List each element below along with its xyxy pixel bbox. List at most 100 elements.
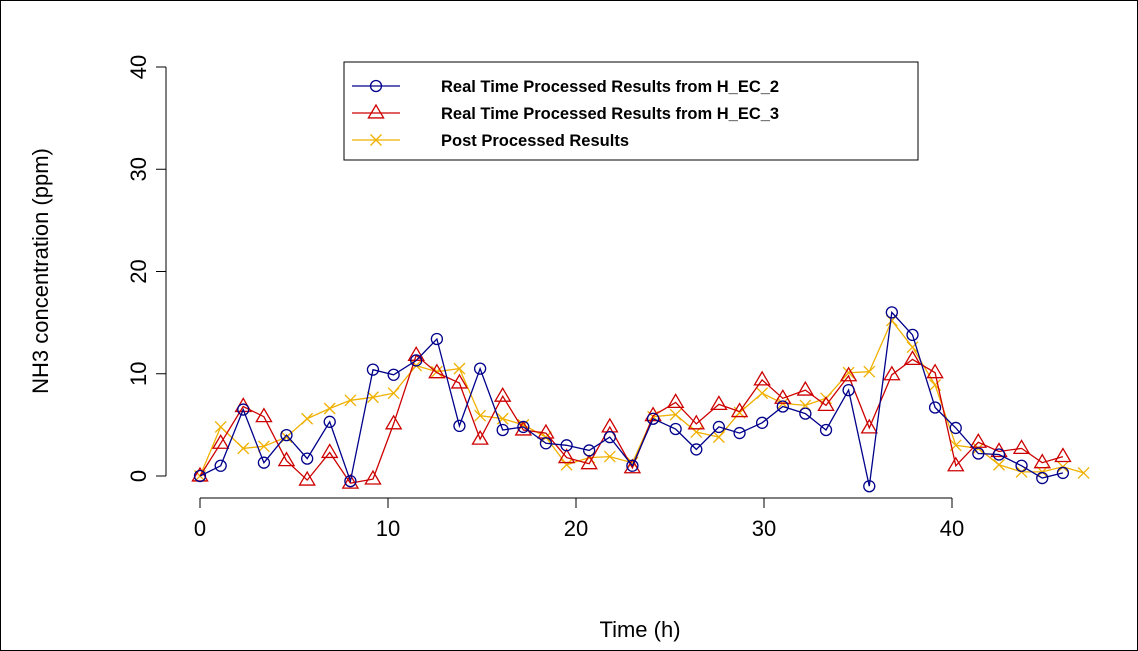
data-point <box>730 402 749 418</box>
data-point <box>387 368 400 381</box>
data-point <box>473 362 487 375</box>
data-point <box>776 400 789 413</box>
data-point <box>733 426 746 440</box>
data-point <box>474 409 487 422</box>
y-tick-label: 10 <box>126 362 151 386</box>
data-point <box>690 443 703 456</box>
x-axis-label: Time (h) <box>599 617 680 642</box>
data-point <box>366 363 380 376</box>
data-point <box>626 459 639 472</box>
data-point <box>237 442 250 455</box>
data-point <box>428 363 446 379</box>
data-point <box>646 412 660 425</box>
data-point <box>669 408 682 421</box>
data-point <box>384 414 403 430</box>
data-point <box>450 373 469 389</box>
data-point <box>817 396 835 412</box>
data-point <box>280 431 293 444</box>
data-point <box>906 341 919 354</box>
series-line <box>199 310 1064 487</box>
y-tick-label: 30 <box>126 157 151 181</box>
data-point <box>214 459 227 472</box>
data-point <box>280 428 293 442</box>
legend-box <box>343 61 919 161</box>
legend-label: Real Time Processed Results from H_EC_2 <box>441 78 779 96</box>
legend-marker <box>369 79 383 93</box>
data-point <box>949 421 962 435</box>
data-point <box>712 431 725 444</box>
data-point <box>430 365 443 378</box>
series-3 <box>194 314 1090 482</box>
legend-marker <box>367 103 385 119</box>
data-point <box>842 383 855 397</box>
data-point <box>860 418 879 434</box>
data-point <box>799 407 812 420</box>
data-point <box>755 416 769 429</box>
data-point <box>842 366 855 379</box>
data-point <box>557 448 576 464</box>
x-tick-label: 30 <box>752 516 776 541</box>
x-tick-label: 20 <box>564 516 588 541</box>
series-1 <box>193 306 1070 493</box>
data-point <box>539 437 553 450</box>
y-tick-label: 40 <box>126 55 151 79</box>
data-point <box>1077 466 1090 479</box>
data-point <box>926 363 944 379</box>
data-point <box>211 433 230 449</box>
data-point <box>410 354 423 367</box>
data-point <box>1015 459 1028 472</box>
data-point <box>1056 466 1070 480</box>
data-point <box>947 456 965 472</box>
data-point <box>323 415 336 428</box>
data-point <box>969 432 988 448</box>
data-point <box>863 480 876 493</box>
x-tick-label: 10 <box>376 516 400 541</box>
data-point <box>301 452 314 465</box>
legend-entry: Real Time Processed Results from H_EC_2 <box>352 78 779 96</box>
data-point <box>885 306 898 319</box>
data-point <box>493 386 512 402</box>
legend-marker <box>370 134 382 146</box>
data-point <box>863 365 876 378</box>
y-axis-label: NH3 concentration (ppm) <box>28 148 53 394</box>
legend-entry: Post Processed Results <box>352 132 629 150</box>
x-tick-label: 40 <box>940 516 964 541</box>
data-point <box>471 429 489 445</box>
data-point <box>453 419 466 433</box>
data-point <box>992 448 1006 461</box>
data-point <box>344 474 357 488</box>
data-point <box>819 423 833 437</box>
data-point <box>517 420 530 434</box>
data-point <box>257 440 270 453</box>
data-point <box>666 393 685 408</box>
legend: Real Time Processed Results from H_EC_2 R… <box>343 61 919 161</box>
y-tick-label: 0 <box>126 470 151 482</box>
data-point <box>387 387 400 400</box>
series-layer <box>191 306 1090 493</box>
data-point <box>364 469 382 485</box>
data-point <box>972 447 985 460</box>
series-2 <box>191 346 1072 489</box>
data-point <box>1033 453 1051 469</box>
data-point <box>883 365 901 381</box>
axes: 0 10 20 30 40 0 10 20 30 40 <box>126 55 964 541</box>
data-point <box>1012 439 1031 455</box>
x-tick-label: 0 <box>194 516 206 541</box>
data-point <box>367 391 379 404</box>
data-point <box>753 370 771 386</box>
data-point <box>906 328 919 342</box>
data-point <box>583 444 596 457</box>
data-point <box>903 350 922 366</box>
data-point <box>257 456 271 469</box>
data-point <box>687 414 706 430</box>
data-point <box>839 366 858 382</box>
legend-entry: Real Time Processed Results from H_EC_3 <box>352 103 779 123</box>
data-point <box>560 439 573 452</box>
data-point <box>496 423 509 437</box>
y-tick-label: 20 <box>126 259 151 283</box>
data-point <box>669 422 682 436</box>
data-point <box>430 332 444 346</box>
legend-label: Real Time Processed Results from H_EC_3 <box>441 105 779 123</box>
data-point <box>993 458 1005 471</box>
data-point <box>320 443 339 459</box>
